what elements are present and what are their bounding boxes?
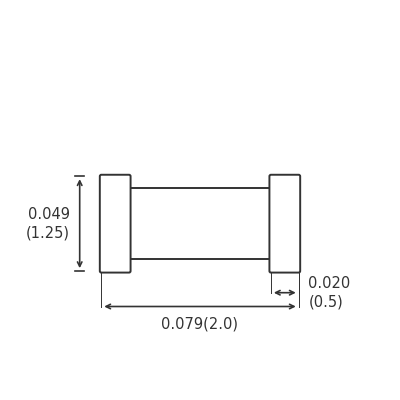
Bar [129, 188, 271, 259]
FancyBboxPatch shape [270, 175, 300, 272]
Text: 0.049
(1.25): 0.049 (1.25) [26, 207, 70, 240]
Text: 0.079(2.0): 0.079(2.0) [162, 316, 238, 331]
FancyBboxPatch shape [100, 175, 130, 272]
Text: 0.020
(0.5): 0.020 (0.5) [308, 276, 351, 310]
